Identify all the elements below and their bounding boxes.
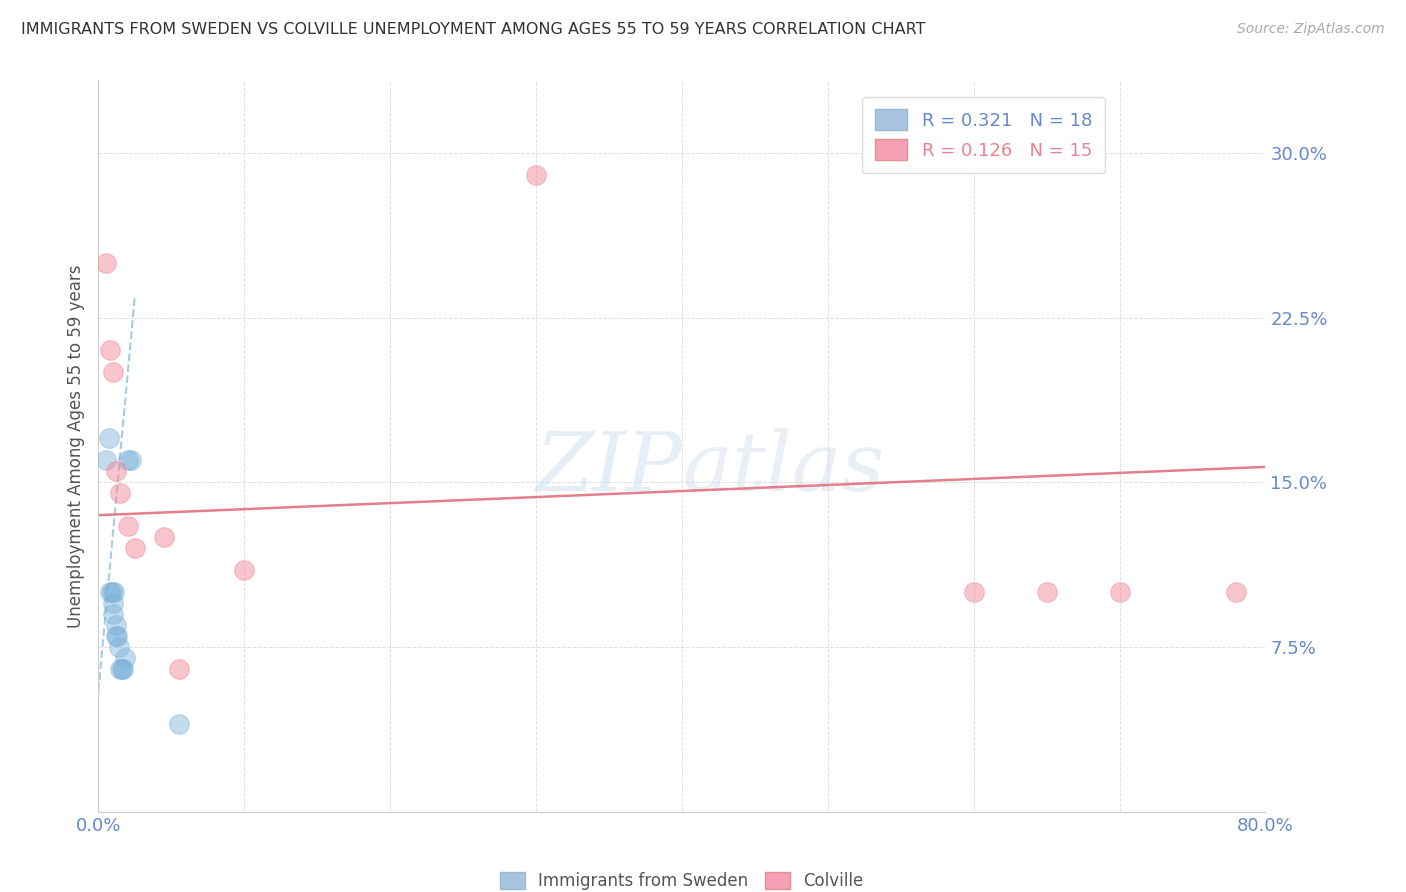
- Point: [100, 585, 122, 599]
- Text: IMMIGRANTS FROM SWEDEN VS COLVILLE UNEMPLOYMENT AMONG AGES 55 TO 59 YEARS CORREL: IMMIGRANTS FROM SWEDEN VS COLVILLE UNEMP…: [21, 22, 925, 37]
- Point: [962, 585, 984, 599]
- Point: [153, 530, 176, 544]
- Point: [101, 607, 124, 621]
- Text: ZIP: ZIP: [536, 428, 682, 508]
- Point: [110, 486, 132, 500]
- Point: [1225, 585, 1247, 599]
- Point: [101, 366, 124, 380]
- Point: [117, 453, 139, 467]
- Point: [167, 662, 190, 676]
- Point: [1035, 585, 1057, 599]
- Point: [120, 453, 142, 467]
- Point: [117, 519, 139, 533]
- Point: [104, 618, 127, 632]
- Text: Source: ZipAtlas.com: Source: ZipAtlas.com: [1237, 22, 1385, 37]
- Point: [98, 343, 121, 358]
- Point: [104, 464, 127, 478]
- Point: [104, 629, 127, 643]
- Point: [112, 662, 135, 676]
- Point: [1108, 585, 1130, 599]
- Point: [167, 717, 190, 731]
- Point: [108, 640, 131, 654]
- Point: [111, 662, 134, 676]
- Text: atlas: atlas: [682, 428, 884, 508]
- Point: [114, 651, 136, 665]
- Point: [97, 431, 120, 445]
- Point: [94, 453, 117, 467]
- Point: [105, 629, 128, 643]
- Legend: Immigrants from Sweden, Colville: Immigrants from Sweden, Colville: [492, 864, 872, 892]
- Y-axis label: Unemployment Among Ages 55 to 59 years: Unemployment Among Ages 55 to 59 years: [66, 264, 84, 628]
- Point: [103, 585, 125, 599]
- Point: [98, 585, 121, 599]
- Point: [124, 541, 146, 556]
- Point: [101, 596, 124, 610]
- Point: [524, 168, 547, 182]
- Point: [233, 563, 256, 577]
- Point: [110, 662, 132, 676]
- Point: [94, 255, 117, 269]
